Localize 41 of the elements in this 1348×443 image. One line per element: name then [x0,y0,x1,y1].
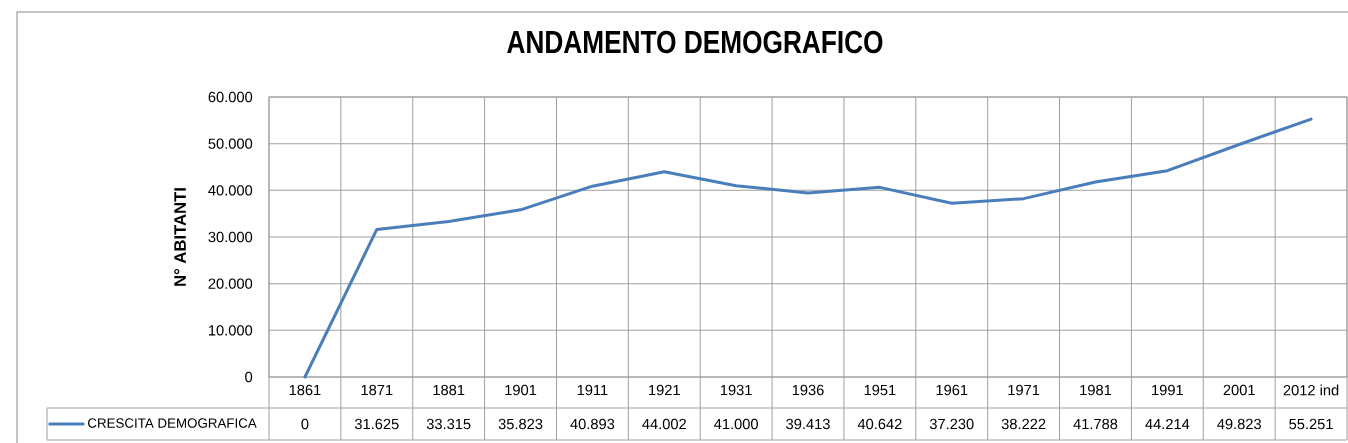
y-tick-label: 50.000 [208,138,253,149]
x-tick-label: 2001 [1223,384,1255,396]
x-tick-label: 1921 [649,384,680,396]
chart-title: ANDAMENTO DEMOGRAFICO [507,30,883,54]
data-label: 41.788 [1073,418,1118,430]
y-tick-label: 20.000 [208,278,253,289]
x-tick-label: 1961 [936,384,968,396]
data-label: 41.000 [714,418,758,430]
y-tick-label: 10.000 [208,325,253,336]
data-label: 40.642 [857,418,902,430]
data-label: 55.251 [1289,418,1333,430]
x-tick-label: 1981 [1080,384,1112,396]
y-tick-label: 60.000 [208,91,253,103]
data-label: 0 [301,418,309,430]
y-tick-label: 30.000 [208,231,253,243]
y-axis-title: N° ABITANTI [174,188,186,286]
x-tick-label: 1901 [505,384,537,396]
data-label: 38.222 [1001,418,1046,430]
x-tick-label: 1936 [792,384,824,396]
line-series [303,117,1313,379]
legend-label: CRESCITA DEMOGRAFICA [88,418,257,428]
x-tick-label: 1971 [1008,384,1040,396]
data-label: 49.823 [1217,418,1261,430]
data-label: 39.413 [786,418,830,430]
x-tick-label: 1861 [289,384,321,396]
data-label: 44.002 [642,418,686,430]
x-tick-label: 1951 [864,384,896,396]
data-label: 44.214 [1145,418,1190,430]
x-tick-label: 1931 [720,384,752,396]
x-tick-label: 1871 [361,384,393,396]
data-label: 35.823 [498,418,543,430]
y-tick-label: 0 [245,371,253,383]
data-label: 37.230 [929,418,974,430]
x-tick-label: 1911 [577,384,608,396]
x-tick-label: 2012 ind [1283,384,1339,396]
data-label: 31.625 [354,418,399,430]
data-label: 40.893 [570,418,615,430]
x-tick-label: 1991 [1152,384,1183,396]
data-label: 33.315 [426,418,471,430]
y-tick-label: 40.000 [208,185,253,196]
x-tick-label: 1881 [433,384,465,396]
